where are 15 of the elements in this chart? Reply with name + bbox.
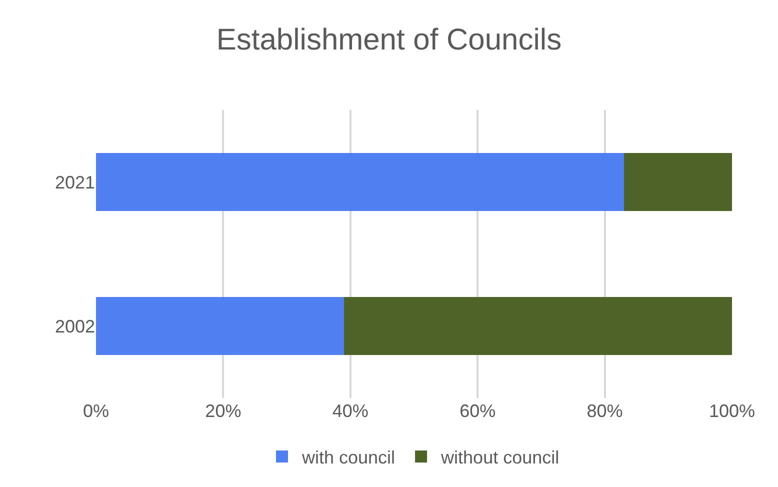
x-tick-label: 0% (82, 401, 110, 421)
chart-title: Establishment of Councils (216, 23, 562, 56)
legend-label: with council (301, 448, 396, 468)
bar (344, 297, 732, 355)
y-tick-label: 2021 (54, 172, 95, 192)
bar (96, 153, 624, 211)
legend-label: without council (440, 448, 560, 468)
x-tick-label: 40% (332, 401, 368, 421)
bar (96, 297, 344, 355)
x-tick-label: 80% (586, 401, 623, 421)
bar (624, 153, 732, 211)
x-tick-label: 100% (708, 401, 756, 421)
x-tick-label: 20% (205, 401, 242, 421)
y-tick-label: 2002 (54, 316, 95, 336)
x-tick-label: 60% (460, 401, 496, 421)
